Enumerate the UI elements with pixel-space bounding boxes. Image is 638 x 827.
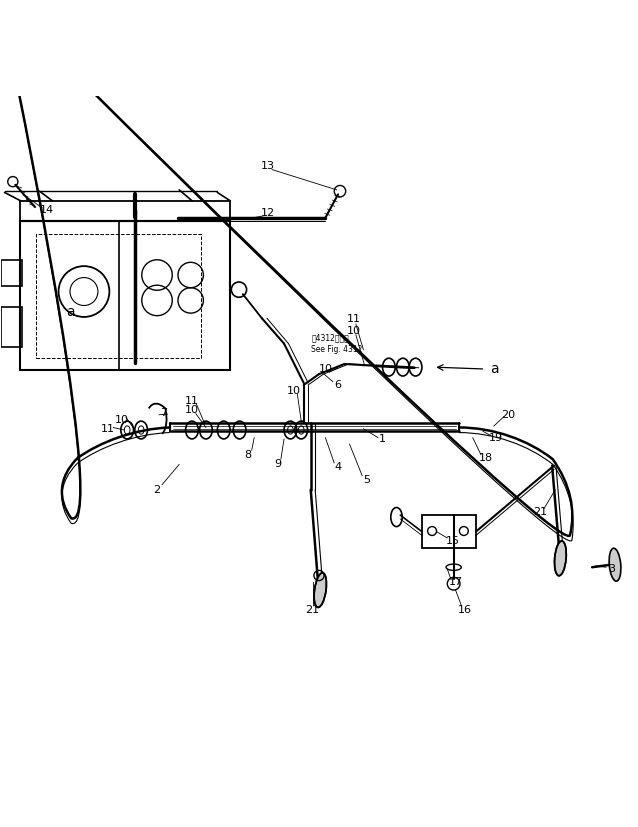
Text: 5: 5 [363,476,370,485]
Bar [36,234,202,357]
Bar [119,221,230,370]
Text: 15: 15 [445,536,459,546]
Text: 13: 13 [261,160,275,170]
Text: 10: 10 [347,326,361,336]
Text: 10: 10 [286,386,300,396]
Bar [1,260,22,286]
Text: 12: 12 [261,208,275,218]
Text: 9: 9 [274,459,281,469]
Text: 19: 19 [489,433,503,442]
Text: 7: 7 [160,409,167,418]
Text: 11: 11 [101,423,115,433]
Bar [1,308,22,347]
Text: 4: 4 [334,462,341,472]
Text: 笥4312図参照
See Fig. 4312: 笥4312図参照 See Fig. 4312 [311,333,363,354]
Text: a: a [491,362,499,376]
Text: 8: 8 [244,450,251,460]
Text: 17: 17 [449,577,463,587]
Ellipse shape [554,541,567,576]
Text: 11: 11 [185,396,199,406]
Ellipse shape [314,573,327,607]
Text: 20: 20 [501,409,516,420]
Bar [20,221,230,370]
Text: 21: 21 [306,605,320,615]
Text: 18: 18 [478,453,493,463]
Text: 11: 11 [347,314,361,324]
Text: 2: 2 [154,485,161,495]
Text: 21: 21 [533,507,547,517]
Bar [422,515,476,548]
Text: 10: 10 [318,364,332,374]
Text: 3: 3 [608,564,614,574]
Text: 16: 16 [458,605,472,615]
Text: 6: 6 [334,380,341,390]
Text: 14: 14 [40,205,54,215]
Text: 1: 1 [379,434,386,444]
Text: 10: 10 [185,405,199,415]
Text: a: a [66,305,74,319]
Ellipse shape [609,548,621,581]
Text: 10: 10 [115,415,129,425]
